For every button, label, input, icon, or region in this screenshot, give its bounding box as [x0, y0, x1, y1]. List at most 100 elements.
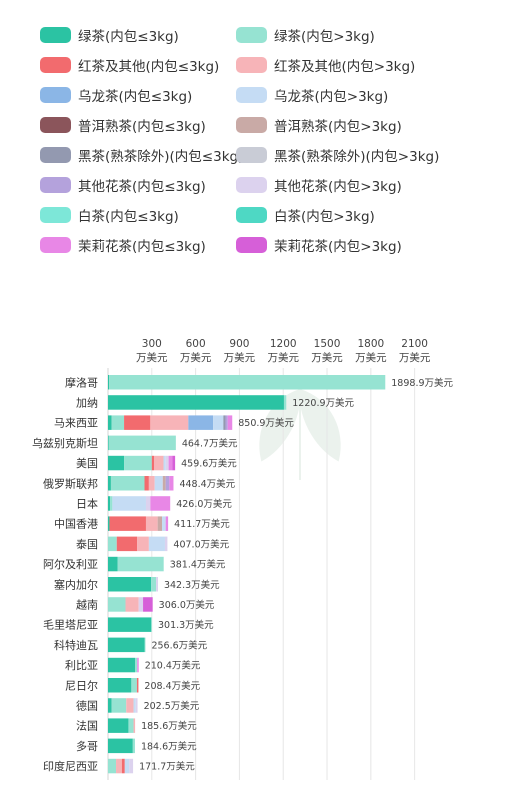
category-label: 乌兹别克斯坦 — [32, 436, 98, 450]
legend-item: 红茶及其他(内包≤3kg) — [40, 54, 236, 75]
bar-segment — [108, 435, 109, 451]
bar-segment — [156, 577, 158, 592]
stacked-bar-chart: 300万美元600万美元900万美元1200万美元1500万美元1800万美元2… — [32, 338, 454, 780]
bar-segment — [151, 617, 153, 632]
legend-item: 普洱熟茶(内包≤3kg) — [40, 114, 236, 135]
category-label: 印度尼西亚 — [43, 759, 98, 773]
legend-label: 普洱熟茶(内包>3kg) — [274, 118, 402, 135]
bar-segment — [108, 577, 152, 592]
bar-segment — [128, 718, 134, 733]
bar-segment — [133, 718, 136, 733]
bar-total-label: 411.7万美元 — [174, 518, 230, 530]
legend-label: 黑茶(熟茶除外)(内包≤3kg) — [78, 148, 244, 165]
category-label: 马来西亚 — [54, 417, 98, 430]
legend-swatch-icon — [236, 146, 267, 163]
category-label: 阿尔及利亚 — [43, 558, 98, 571]
bar-total-label: 1898.9万美元 — [391, 377, 453, 389]
legend-label: 乌龙茶(内包≤3kg) — [78, 88, 193, 105]
bar-segment — [108, 395, 284, 410]
bar-total-label: 208.4万美元 — [144, 680, 200, 692]
bar-segment — [112, 496, 146, 511]
legend-label: 黑茶(熟茶除外)(内包>3kg) — [274, 148, 440, 165]
bar-segment — [132, 738, 135, 754]
category-label: 法国 — [76, 719, 98, 733]
bar-total-label: 202.5万美元 — [144, 700, 200, 712]
bar-segment — [169, 476, 174, 491]
x-tick-unit: 万美元 — [136, 351, 168, 364]
category-label: 加纳 — [76, 396, 98, 409]
bar-total-label: 381.4万美元 — [170, 559, 226, 571]
bar-total-label: 342.3万美元 — [164, 579, 220, 591]
x-tick-label: 2100 — [401, 338, 428, 350]
legend-label: 白茶(内包≤3kg) — [78, 208, 179, 225]
bar-segment — [129, 758, 134, 774]
bar-segment — [108, 738, 133, 754]
bar-segment — [108, 637, 145, 653]
legend-swatch-icon — [236, 176, 267, 193]
bar-segment — [111, 415, 125, 430]
category-label: 毛里塔尼亚 — [43, 619, 98, 632]
bar-segment — [108, 718, 129, 733]
x-tick-unit: 万美元 — [355, 351, 387, 364]
legend-swatch-icon — [236, 116, 267, 133]
legend-item: 普洱熟茶(内包>3kg) — [236, 114, 486, 135]
bar-segment — [283, 395, 287, 410]
legend-label: 绿茶(内包>3kg) — [274, 28, 375, 45]
bar-segment — [108, 758, 117, 774]
legend-item: 白茶(内包≤3kg) — [40, 204, 236, 225]
legend-label: 白茶(内包>3kg) — [274, 208, 375, 225]
bar-segment — [165, 476, 170, 491]
bar-segment — [150, 496, 171, 511]
bar-segment — [110, 496, 113, 511]
legend-swatch-icon — [40, 56, 71, 73]
bar-segment — [121, 758, 125, 774]
category-label: 越南 — [76, 597, 98, 611]
bar-total-label: 256.6万美元 — [151, 639, 207, 651]
bar-segment — [108, 657, 136, 673]
bar-segment — [213, 415, 224, 430]
legend-swatch-icon — [236, 26, 267, 43]
bar-segment — [144, 476, 149, 491]
bar-segment — [148, 536, 165, 552]
bar-segment — [137, 657, 139, 673]
category-label: 利比亚 — [65, 659, 98, 672]
x-tick-label: 1500 — [314, 338, 341, 350]
bar-segment — [108, 476, 111, 491]
bar-segment — [148, 476, 155, 491]
bar-segment — [116, 536, 138, 552]
category-label: 塞内加尔 — [54, 577, 98, 591]
bar-segment — [172, 455, 176, 471]
x-tick-label: 1200 — [270, 338, 297, 350]
legend-item: 其他花茶(内包≤3kg) — [40, 174, 236, 195]
bar-segment — [151, 577, 157, 592]
bar-total-label: 850.9万美元 — [238, 417, 294, 429]
legend-item: 白茶(内包>3kg) — [236, 204, 486, 225]
x-tick-unit: 万美元 — [180, 351, 212, 364]
bar-segment — [108, 375, 110, 390]
bar-segment — [165, 455, 169, 471]
legend-label: 红茶及其他(内包≤3kg) — [78, 58, 220, 75]
bar-segment — [117, 556, 164, 572]
legend-swatch-icon — [236, 86, 267, 103]
bar-segment — [188, 415, 214, 430]
legend-label: 茉莉花茶(内包>3kg) — [274, 238, 402, 255]
legend: 绿茶(内包≤3kg) 绿茶(内包>3kg) 红茶及其他(内包≤3kg) 红茶及其他(内… — [40, 24, 500, 255]
category-label: 多哥 — [76, 739, 98, 753]
category-label: 摩洛哥 — [65, 375, 98, 389]
legend-item: 茉莉花茶(内包≤3kg) — [40, 234, 236, 255]
bar-segment — [124, 455, 152, 471]
bar-segment — [136, 678, 139, 693]
legend-label: 绿茶(内包≤3kg) — [78, 28, 179, 45]
bar-segment — [162, 516, 166, 531]
bar-total-label: 448.4万美元 — [179, 478, 235, 490]
x-tick-unit: 万美元 — [267, 351, 299, 364]
bar-segment — [135, 698, 138, 713]
category-label: 俄罗斯联邦 — [43, 477, 98, 490]
legend-swatch-icon — [236, 206, 267, 223]
bar-total-label: 1220.9万美元 — [292, 397, 354, 409]
bar-segment — [116, 758, 122, 774]
legend-label: 其他花茶(内包>3kg) — [274, 178, 402, 195]
bar-segment — [108, 556, 118, 572]
bar-segment — [108, 415, 112, 430]
bar-segment — [168, 455, 173, 471]
